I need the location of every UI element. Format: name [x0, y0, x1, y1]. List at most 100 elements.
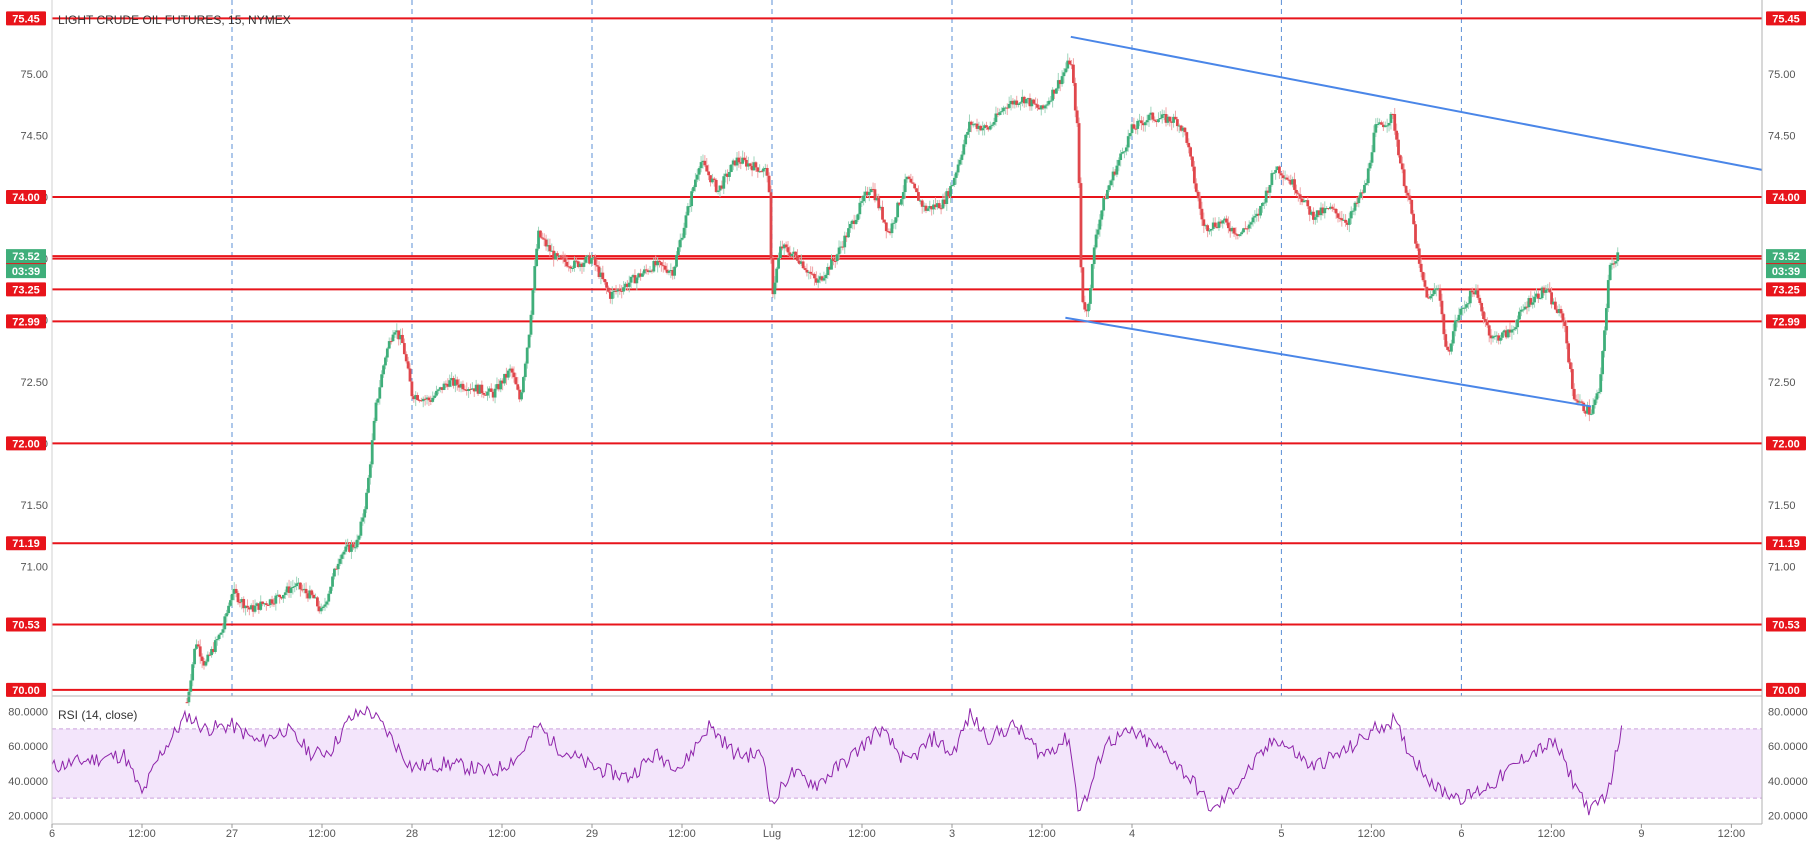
candle-body: [1283, 177, 1287, 179]
candle-body: [701, 160, 705, 163]
candle-body: [574, 260, 578, 262]
candle-body: [450, 378, 453, 381]
candle-body: [1064, 68, 1068, 73]
candle-body: [962, 144, 966, 155]
candle-body: [1508, 329, 1512, 333]
candle-body: [1552, 301, 1555, 305]
candle-body: [1158, 118, 1162, 120]
candle-body: [728, 171, 731, 177]
candle-body: [1521, 309, 1525, 311]
candle-body: [1408, 195, 1412, 200]
candle-body: [811, 273, 814, 275]
candle-body: [561, 257, 565, 259]
candle-body: [726, 173, 729, 177]
candle-body: [994, 113, 998, 123]
level-tag-label-right: 72.00: [1772, 438, 1800, 450]
x-tick-label: 12:00: [1538, 828, 1566, 840]
candle-body: [1234, 233, 1238, 235]
candle-body: [1423, 280, 1427, 287]
candle-body: [1104, 198, 1107, 200]
x-tick-label: 5: [1278, 828, 1284, 840]
candle-body: [969, 121, 973, 125]
candle-body: [342, 551, 346, 555]
candle-body: [1436, 288, 1440, 290]
candle-body: [1410, 199, 1414, 214]
candle-body: [1523, 306, 1527, 310]
candle-body: [1213, 222, 1217, 227]
candle-body: [1368, 162, 1372, 169]
candle-body: [1606, 280, 1610, 309]
candle-body: [380, 374, 384, 388]
candle-body: [773, 282, 777, 295]
candle-body: [1124, 147, 1128, 152]
candle-body: [1548, 289, 1552, 293]
candle-body: [1034, 103, 1038, 105]
level-tag-left: [6, 617, 46, 632]
candle-body: [1527, 298, 1531, 308]
candle-body: [658, 260, 661, 263]
candle-body: [624, 283, 627, 288]
candle-body: [372, 420, 376, 441]
candle-body: [591, 257, 595, 259]
candle-body: [1355, 202, 1359, 204]
candle-body: [637, 273, 641, 278]
candle-body: [281, 594, 285, 599]
candle-body: [945, 191, 949, 204]
candle-body: [1126, 136, 1130, 148]
candle-body: [968, 121, 971, 132]
candle-body: [714, 179, 718, 192]
candle-body: [316, 597, 319, 607]
candle-body: [278, 594, 282, 598]
candle-body: [1315, 210, 1319, 218]
candle-body: [803, 268, 807, 270]
candle-body: [688, 206, 692, 208]
candle-body: [665, 269, 669, 273]
level-tag-right: [1766, 314, 1806, 329]
candle-body: [642, 269, 646, 274]
candle-body: [601, 272, 605, 280]
candle-body: [1285, 177, 1289, 180]
candle-body: [444, 383, 448, 385]
candle-body: [1361, 192, 1364, 194]
candle-body: [705, 165, 709, 172]
candle-body: [552, 250, 556, 260]
candle-body: [1431, 294, 1434, 297]
candle-body: [1223, 218, 1227, 221]
candle-body: [314, 597, 317, 599]
candle-body: [387, 341, 391, 349]
candle-body: [1232, 227, 1236, 234]
candle-body: [291, 586, 295, 588]
candle-body: [603, 279, 607, 283]
candle-body: [299, 582, 302, 590]
candle-body: [300, 589, 304, 591]
candle-body: [943, 199, 947, 204]
x-tick-label: 3: [949, 828, 955, 840]
candle-body: [573, 260, 576, 269]
candle-body: [185, 702, 189, 704]
candle-body: [1217, 221, 1221, 228]
candle-body: [911, 182, 915, 184]
candle-body: [198, 646, 202, 657]
candle-body: [351, 544, 355, 548]
candle-body: [1170, 121, 1174, 123]
candle-body: [1387, 122, 1391, 126]
candle-body: [556, 253, 559, 257]
candle-body: [1102, 198, 1106, 211]
candle-body: [1319, 207, 1323, 216]
candle-body: [678, 239, 682, 248]
candle-body: [913, 183, 917, 189]
candle-body: [1075, 110, 1079, 124]
candle-body: [518, 389, 522, 400]
candle-body: [1601, 351, 1605, 375]
candle-body: [285, 586, 289, 593]
candle-body: [1340, 218, 1344, 221]
candle-body: [1397, 139, 1400, 156]
candle-body: [238, 602, 242, 604]
candle-body: [355, 539, 359, 548]
candle-body: [569, 266, 573, 269]
candle-body: [1215, 226, 1219, 228]
candle-body: [898, 202, 901, 205]
candle-body: [295, 583, 299, 587]
candle-body: [760, 171, 763, 173]
candle-body: [1567, 343, 1570, 363]
